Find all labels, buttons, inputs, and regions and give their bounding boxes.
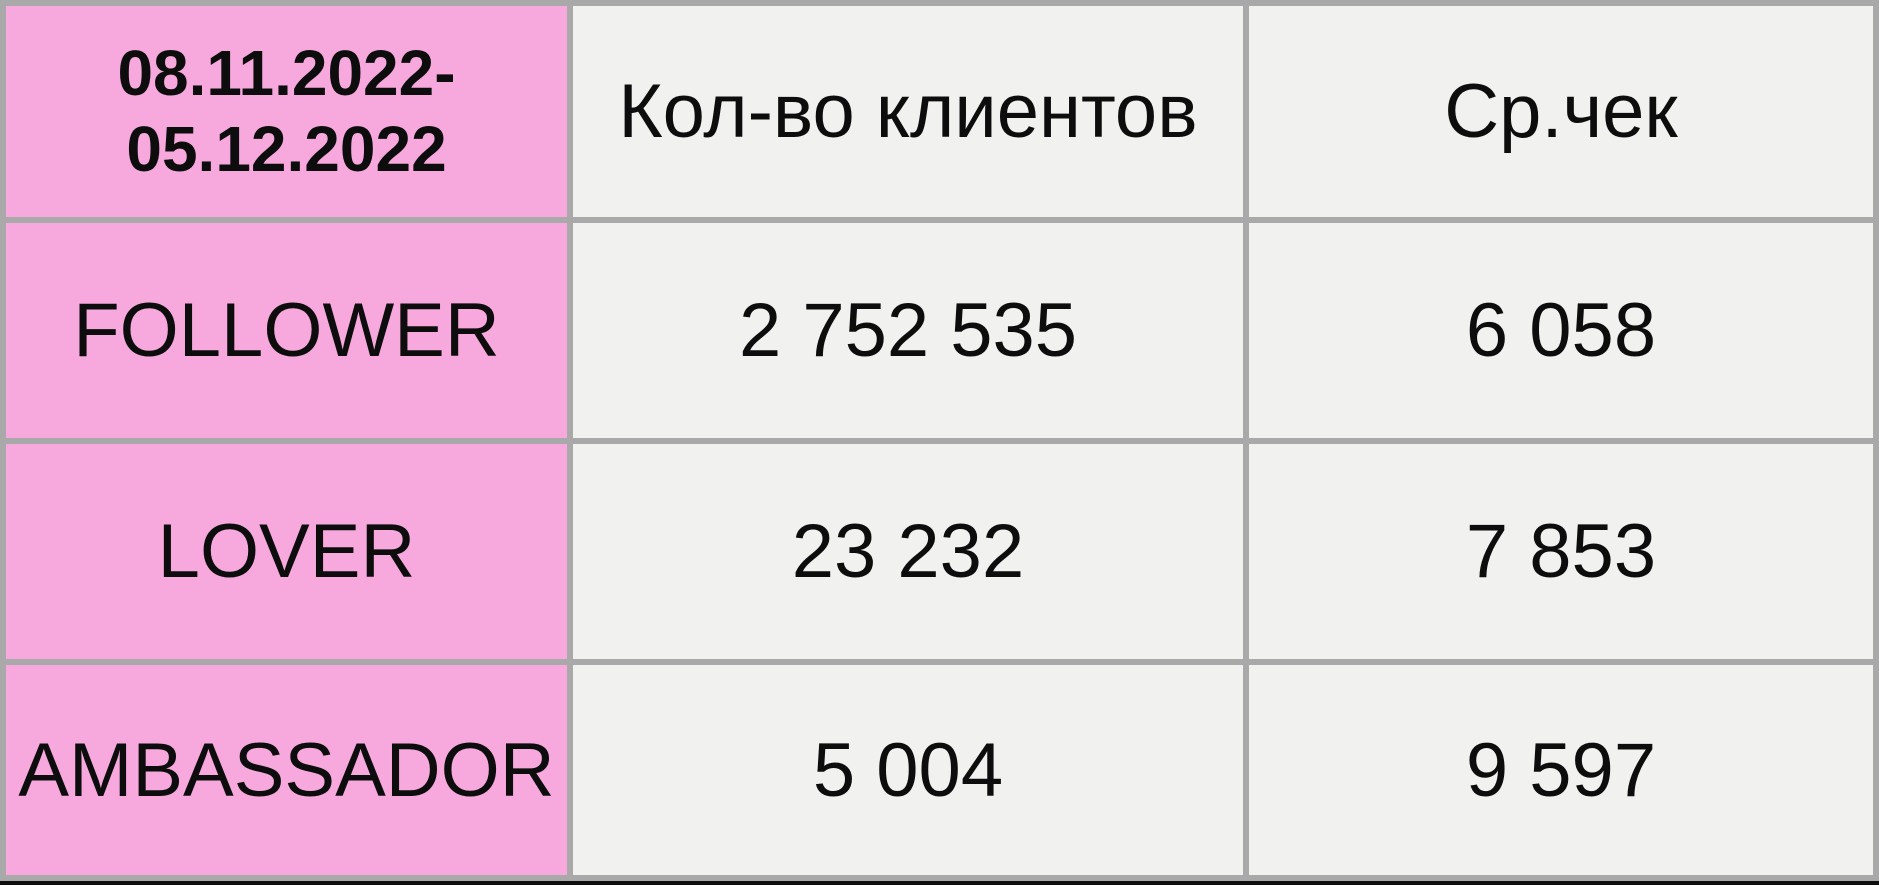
column-header-clients: Кол-во клиентов [573, 6, 1243, 217]
segment-cell-follower: FOLLOWER [6, 223, 567, 438]
clients-value-follower: 2 752 535 [573, 223, 1243, 438]
clients-value-lover: 23 232 [573, 444, 1243, 659]
clients-value-ambassador: 5 004 [573, 665, 1243, 875]
period-line-2: 05.12.2022 [126, 112, 447, 185]
segment-cell-ambassador: AMBASSADOR [6, 665, 567, 875]
avg-check-value-ambassador: 9 597 [1249, 665, 1873, 875]
period-header-cell: 08.11.2022- 05.12.2022 [6, 6, 567, 217]
segment-cell-lover: LOVER [6, 444, 567, 659]
column-header-avg-check: Ср.чек [1249, 6, 1873, 217]
period-line-1: 08.11.2022- [117, 36, 456, 109]
avg-check-value-lover: 7 853 [1249, 444, 1873, 659]
avg-check-value-follower: 6 058 [1249, 223, 1873, 438]
bottom-black-bar [0, 881, 1879, 885]
